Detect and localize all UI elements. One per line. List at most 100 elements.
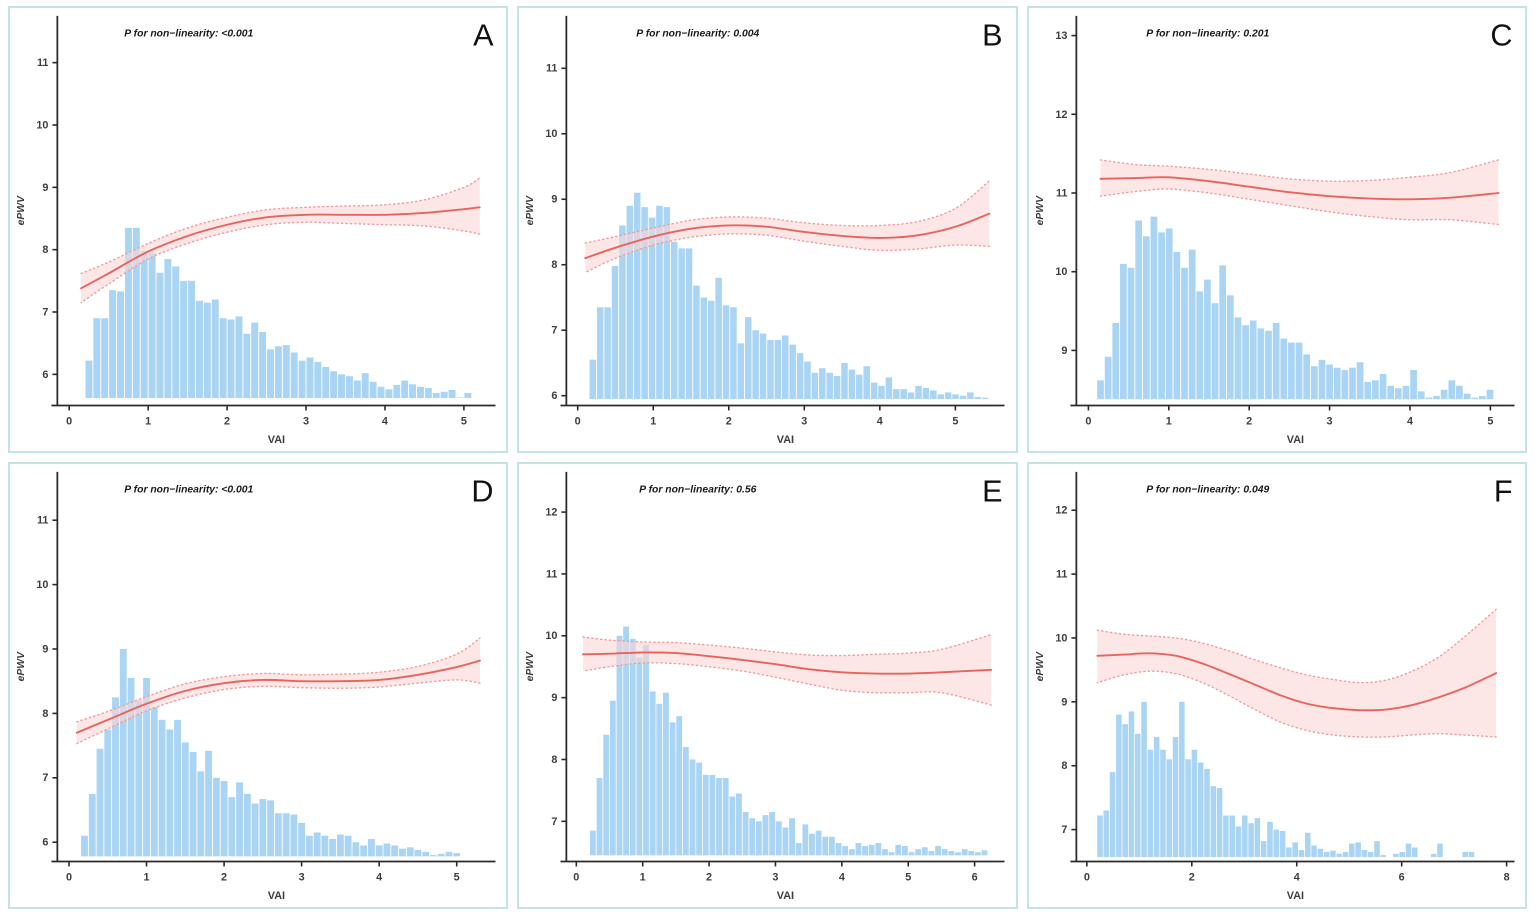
y-tick-label: 10 xyxy=(36,579,48,591)
histogram-bar xyxy=(119,649,127,857)
histogram-bar xyxy=(616,635,623,856)
histogram-bar xyxy=(981,850,988,856)
x-tick-label: 0 xyxy=(575,415,581,427)
histogram-bar xyxy=(952,394,960,399)
band-upper-edge xyxy=(1096,608,1497,684)
x-tick-label: 2 xyxy=(221,871,227,883)
x-tick-label: 4 xyxy=(839,871,845,883)
p-nonlinearity-label: P for non−linearity: <0.001 xyxy=(124,485,253,496)
histogram-bar xyxy=(1157,232,1165,400)
y-tick-label: 9 xyxy=(42,643,48,655)
histogram-bar xyxy=(709,774,716,856)
histogram-bar xyxy=(834,376,841,399)
histogram-bar xyxy=(274,346,282,399)
histogram-bar xyxy=(1440,389,1448,400)
panel-letter: A xyxy=(473,19,494,53)
y-tick-label: 9 xyxy=(1061,696,1067,708)
panel-d: 6 7 8 9 10 11 0 1 2 3 4 5 VAI ePWV P for non−linearity… xyxy=(8,462,509,909)
y-tick-label: 11 xyxy=(37,515,48,527)
histogram-bar xyxy=(424,388,432,399)
spline-curve xyxy=(582,651,993,675)
histogram-bar xyxy=(700,297,708,399)
histogram-bar xyxy=(937,394,945,399)
histogram-bar xyxy=(1448,380,1455,400)
histogram-bar xyxy=(1264,330,1272,400)
histogram-bar xyxy=(377,386,385,399)
histogram-bar xyxy=(243,333,251,399)
histogram-bar xyxy=(1317,848,1323,858)
confidence-band xyxy=(1100,159,1499,225)
histogram-bar xyxy=(430,855,437,857)
histogram-bar xyxy=(414,849,422,857)
histogram-bar xyxy=(305,835,313,857)
y-tick-label: 8 xyxy=(42,244,48,256)
histogram-bar xyxy=(180,280,188,399)
histogram-bar xyxy=(736,793,743,856)
histogram-bar xyxy=(634,192,641,399)
histogram-bar xyxy=(871,382,878,399)
histogram-bar xyxy=(1341,370,1348,400)
histogram-bar xyxy=(422,851,430,857)
x-tick-label: 4 xyxy=(1293,871,1299,883)
histogram-bar xyxy=(829,836,836,856)
x-tick-label: 0 xyxy=(574,871,580,883)
histogram-bar xyxy=(282,813,290,857)
histogram-bar xyxy=(166,729,174,857)
y-tick-label: 8 xyxy=(42,708,48,720)
histogram-bar xyxy=(267,349,274,399)
x-axis-title: VAI xyxy=(1286,890,1303,902)
histogram-bar xyxy=(104,729,112,857)
histogram-bar xyxy=(290,814,298,857)
x-tick-label: 3 xyxy=(299,871,305,883)
histogram-bar xyxy=(336,834,344,857)
histogram-bar xyxy=(88,793,96,857)
histogram-bar xyxy=(1134,733,1141,858)
histogram-bar xyxy=(1462,851,1468,858)
histogram-bar xyxy=(1150,216,1157,400)
histogram-bar xyxy=(802,824,809,856)
histogram-bar xyxy=(835,842,842,856)
histogram-bar xyxy=(811,372,819,399)
histogram-bar xyxy=(942,849,948,856)
y-tick-label: 7 xyxy=(42,772,48,784)
histogram-bar xyxy=(124,227,132,399)
histogram-bar xyxy=(1298,850,1304,858)
y-tick-label: 11 xyxy=(546,63,557,75)
histogram-bars xyxy=(590,626,988,856)
histogram-bar xyxy=(676,716,683,856)
histogram-bar xyxy=(375,845,383,857)
histogram-bar xyxy=(96,748,104,857)
y-tick-label: 11 xyxy=(546,568,557,580)
histogram-bar xyxy=(935,846,942,856)
histogram-bar xyxy=(1356,362,1364,400)
histogram-bar xyxy=(643,645,650,856)
x-tick-label: 1 xyxy=(651,415,657,427)
histogram-bar xyxy=(730,307,738,399)
x-tick-label: 8 xyxy=(1503,871,1509,883)
histogram-bar xyxy=(716,778,723,856)
y-tick-label: 11 xyxy=(1056,569,1067,581)
chart-svg-b: 6 7 8 9 10 11 0 1 2 3 4 5 VAI ePWV P for non−linearity… xyxy=(525,15,1005,446)
histogram-bar xyxy=(1234,317,1241,400)
band-upper-edge xyxy=(76,637,481,723)
y-tick-label: 7 xyxy=(552,325,558,337)
histogram-bar xyxy=(1478,396,1486,400)
histogram-bar xyxy=(604,307,612,399)
histogram-bar xyxy=(589,359,597,399)
chart-svg-d: 6 7 8 9 10 11 0 1 2 3 4 5 VAI ePWV P for non−linearity… xyxy=(16,471,496,902)
y-tick-label: 8 xyxy=(552,754,558,766)
histogram-bar xyxy=(693,285,701,399)
histogram-bar xyxy=(1280,338,1287,400)
histogram-bar xyxy=(1241,815,1248,858)
histogram-bar xyxy=(922,387,930,399)
histogram-bar xyxy=(1210,786,1216,858)
histogram-bar xyxy=(656,205,664,399)
histogram-bar xyxy=(1096,815,1103,858)
histogram-bar xyxy=(1333,367,1341,400)
panel-letter: F xyxy=(1493,475,1512,509)
y-tick-label: 9 xyxy=(552,692,558,704)
band-lower-edge xyxy=(582,662,993,706)
